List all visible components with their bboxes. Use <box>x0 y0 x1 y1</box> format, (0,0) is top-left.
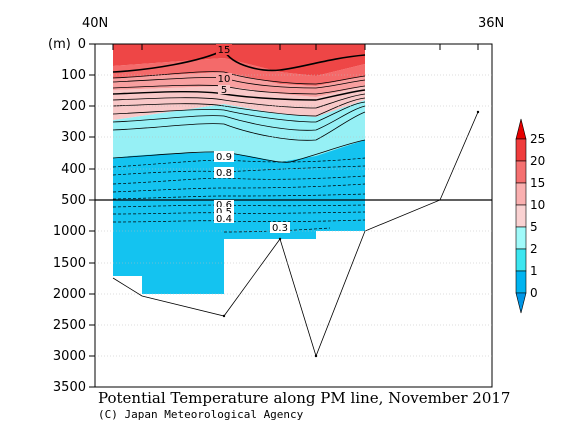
y-tick-label: 400 <box>61 162 86 177</box>
station-dot-1 <box>222 314 226 318</box>
colorbar-label: 1 <box>530 264 538 278</box>
layer-0-1 <box>113 130 365 294</box>
contour-line-cool-3 <box>112 101 366 123</box>
y-tick-label: 300 <box>61 130 86 145</box>
y-tick-label: 1500 <box>53 256 86 271</box>
station-dot-2 <box>314 354 318 358</box>
y-tick-label: 2500 <box>53 318 86 333</box>
y-tick-label: 200 <box>61 99 86 114</box>
y-tick-label: 3000 <box>53 349 86 364</box>
contour-line-cool-1 <box>112 93 366 109</box>
layer-20-25 <box>113 44 365 76</box>
chart-title: Potential Temperature along PM line, Nov… <box>98 389 510 407</box>
colorbar-band <box>515 226 527 250</box>
contour-label-bg <box>214 207 234 217</box>
contour-label-0.9: 0.9 <box>216 152 232 163</box>
y-axis-labels: 0 100 200 300 400 500 1000 1500 2000 250… <box>53 37 86 395</box>
contour-line-cool-6 <box>112 139 366 163</box>
y-tick-label: 0 <box>78 37 86 52</box>
y-tick-label: 1000 <box>53 224 86 239</box>
contour-label-0.8: 0.8 <box>216 168 232 179</box>
contour-line-warm-3 <box>112 77 366 89</box>
dashed-contour-5 <box>112 193 366 200</box>
station-dot-3 <box>278 237 282 241</box>
contour-line-warm-1 <box>112 48 366 73</box>
contour-label-0.4: 0.4 <box>216 214 232 225</box>
y-axis-ticks <box>89 43 95 388</box>
colorbar-band <box>515 160 527 184</box>
contour-label-bg <box>214 213 234 223</box>
plot-frame <box>94 43 493 388</box>
gridlines <box>95 74 492 357</box>
colorbar-label: 20 <box>530 154 545 168</box>
colorbar-band <box>515 204 527 228</box>
contour-label-bg <box>214 200 234 210</box>
colorbar-label: 0 <box>530 286 538 300</box>
colorbar: 25 20 15 10 5 2 1 0 <box>515 118 545 314</box>
contour-label-bg <box>216 73 232 84</box>
colorbar-band <box>515 138 527 162</box>
chart-credit: (C) Japan Meteorological Agency <box>98 408 304 421</box>
contour-labels: 15 10 5 0.9 0.8 0.6 0.5 0.4 0.3 <box>214 44 290 234</box>
contour-line-cool-2 <box>112 97 366 117</box>
dashed-contour-3 <box>112 175 366 185</box>
colorbar-label: 5 <box>530 220 538 234</box>
y-tick-label: 3500 <box>53 380 86 395</box>
colorbar-label: 2 <box>530 242 538 256</box>
contour-label-bg <box>270 222 290 233</box>
x-label-left: 40N <box>82 16 108 31</box>
contour-label-bg <box>214 167 234 178</box>
contour-line-warm-2 <box>112 71 366 85</box>
colorbar-band <box>515 248 527 272</box>
station-dot-4 <box>476 110 480 114</box>
contour-label-bg <box>218 85 230 94</box>
x-label-right: 36N <box>478 16 504 31</box>
contour-line-cool-5 <box>112 111 366 141</box>
contour-line-warm-5 <box>112 89 366 101</box>
contour-label-5: 5 <box>221 85 227 96</box>
contour-label-0.3: 0.3 <box>272 223 288 234</box>
y-tick-label: 100 <box>61 68 86 83</box>
contour-label-0.5: 0.5 <box>216 207 232 218</box>
colorbar-label: 25 <box>530 132 545 146</box>
colorbar-bottom-cap <box>515 292 527 314</box>
layer-2-5 <box>113 100 365 162</box>
contour-label-bg <box>216 44 232 55</box>
colorbar-band <box>515 182 527 206</box>
temperature-layers <box>113 44 365 294</box>
colorbar-label: 15 <box>530 176 545 190</box>
contour-line-cool-4 <box>112 105 366 131</box>
y-tick-label: 500 <box>61 193 86 208</box>
y-unit-label: (m) <box>48 37 71 52</box>
colorbar-band <box>515 270 527 294</box>
layer-5-10 <box>113 86 365 120</box>
contour-label-15: 15 <box>218 45 231 56</box>
dashed-contour-4 <box>112 183 366 193</box>
contour-label-10: 10 <box>218 74 231 85</box>
y-tick-label: 2000 <box>53 287 86 302</box>
colorbar-label: 10 <box>530 198 545 212</box>
contour-line-warm-4 <box>112 84 366 95</box>
bottom-topography <box>112 111 479 358</box>
contour-label-bg <box>214 151 234 162</box>
contour-label-0.6: 0.6 <box>216 200 232 211</box>
contour-lines <box>112 48 366 163</box>
